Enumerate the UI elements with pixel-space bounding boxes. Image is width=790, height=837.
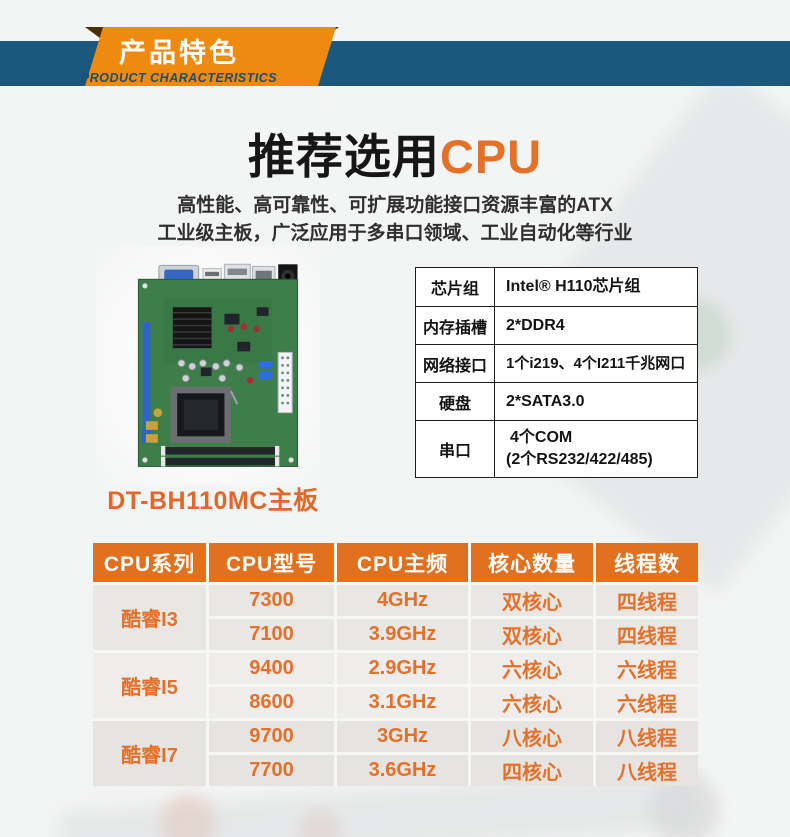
spec-row-memory: 内存插槽 2*DDR4 [416, 306, 697, 344]
page-description: 高性能、高可靠性、可扩展功能接口资源丰富的ATX 工业级主板，广泛应用于多串口领… [0, 192, 790, 248]
cpu-cell-model: 7300 [209, 585, 334, 616]
page-title: 推荐选用CPU [0, 118, 790, 187]
board-caption: DT-BH110MC主板 [107, 487, 319, 515]
cpu-cell-threads: 六线程 [596, 653, 698, 684]
cpu-cell-threads: 四线程 [596, 585, 698, 616]
header-subtitle: PRODUCT CHARACTERISTICS [80, 71, 278, 85]
cpu-series-cell: 酷睿I5 [93, 653, 206, 718]
cpu-table-header-frequency: CPU主频 [337, 543, 468, 582]
cpu-cell-frequency: 3.9GHz [337, 619, 468, 650]
cpu-cell-threads: 八线程 [596, 721, 698, 752]
cpu-cell-model: 7700 [209, 755, 334, 786]
spec-value-line2: (2个RS232/422/485) [506, 451, 653, 468]
cpu-cell-cores: 六核心 [471, 687, 593, 718]
cpu-cell-model: 9400 [209, 653, 334, 684]
spec-label: 网络接口 [416, 345, 495, 382]
page-description-line1: 高性能、高可靠性、可扩展功能接口资源丰富的ATX [177, 195, 613, 216]
spec-row-chipset: 芯片组 Intel® H110芯片组 [416, 268, 697, 306]
section-header: 产品特色 PRODUCT CHARACTERISTICS [0, 0, 790, 92]
spec-value: Intel® H110芯片组 [506, 278, 641, 295]
cpu-cell-threads: 八线程 [596, 755, 698, 786]
cpu-table-header-model: CPU型号 [209, 543, 334, 582]
cpu-cell-threads: 四线程 [596, 619, 698, 650]
spec-label: 串口 [416, 421, 495, 477]
spec-table: 芯片组 Intel® H110芯片组 内存插槽 2*DDR4 网络接口 1个i2… [415, 267, 698, 478]
cpu-cell-cores: 双核心 [471, 585, 593, 616]
cpu-table-header-series: CPU系列 [93, 543, 206, 582]
cpu-series-cell: 酷睿I7 [93, 721, 206, 786]
spec-value: 2*SATA3.0 [506, 392, 585, 410]
cpu-cell-model: 8600 [209, 687, 334, 718]
spec-row-serial: 串口 4个COM (2个RS232/422/485) [416, 420, 697, 477]
motherboard-photo [96, 246, 320, 485]
spec-value: 1个i219、4个I211千兆网口 [506, 354, 686, 372]
cpu-cell-frequency: 3.1GHz [337, 687, 468, 718]
spec-value: 4个COM (2个RS232/422/485) [495, 421, 697, 477]
background-blur-blob-warm-2 [300, 810, 340, 837]
header-title: 产品特色 [119, 38, 239, 68]
cpu-cell-cores: 双核心 [471, 619, 593, 650]
cpu-cell-cores: 八核心 [471, 721, 593, 752]
cpu-cell-frequency: 3.6GHz [337, 755, 468, 786]
cpu-cell-threads: 六线程 [596, 687, 698, 718]
spec-row-storage: 硬盘 2*SATA3.0 [416, 382, 697, 420]
cpu-table: CPU系列 CPU型号 CPU主频 核心数量 线程数 酷睿I3 7300 4GH… [93, 543, 698, 786]
cpu-table-header-threads: 线程数 [596, 543, 698, 582]
spec-value-line1: 4个COM [510, 429, 573, 446]
page-description-line2: 工业级主板，广泛应用于多串口领域、工业自动化等行业 [157, 223, 633, 244]
spec-row-network: 网络接口 1个i219、4个I211千兆网口 [416, 344, 697, 382]
cpu-cell-frequency: 2.9GHz [337, 653, 468, 684]
page-title-orange: CPU [439, 130, 543, 183]
cpu-cell-model: 9700 [209, 721, 334, 752]
cpu-cell-frequency: 4GHz [337, 585, 468, 616]
page-title-black: 推荐选用 [247, 130, 440, 183]
background-blur-blob-warm-1 [160, 795, 216, 837]
spec-label: 硬盘 [416, 383, 495, 420]
cpu-cell-frequency: 3GHz [337, 721, 468, 752]
cpu-table-header-cores: 核心数量 [471, 543, 593, 582]
cpu-series-cell: 酷睿I3 [93, 585, 206, 650]
cpu-cell-cores: 四核心 [471, 755, 593, 786]
spec-value: 2*DDR4 [506, 316, 565, 334]
spec-label: 芯片组 [416, 268, 495, 306]
header-text-block: 产品特色 PRODUCT CHARACTERISTICS [74, 27, 284, 86]
motherboard-illustration [137, 263, 299, 467]
spec-label: 内存插槽 [416, 307, 495, 344]
cpu-cell-model: 7100 [209, 619, 334, 650]
cpu-cell-cores: 六核心 [471, 653, 593, 684]
